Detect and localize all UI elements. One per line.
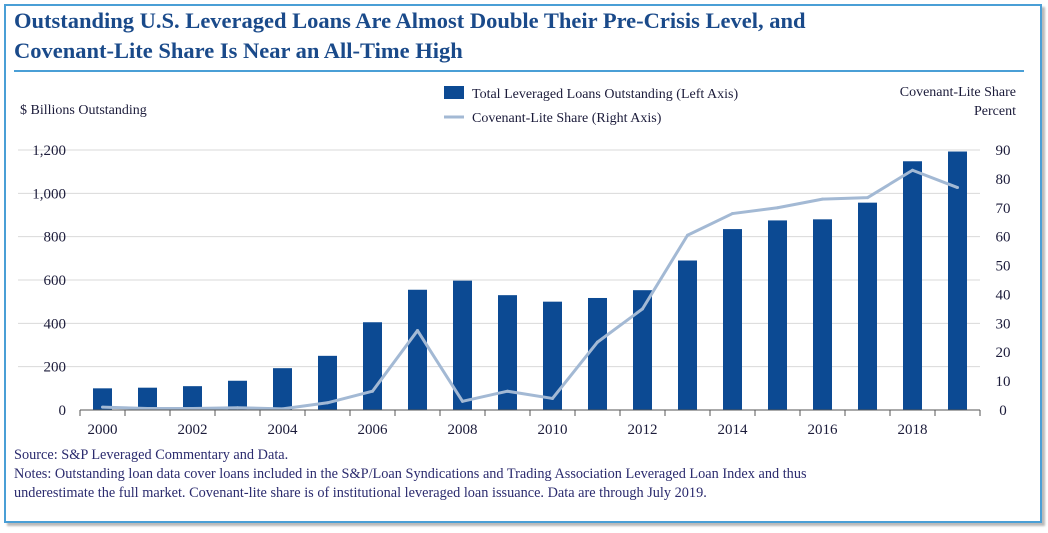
bar-2010 [543,301,562,410]
bar-2001 [138,387,157,410]
line-point-2018 [911,168,914,172]
line-point-2007 [416,329,419,333]
bar-2006 [363,322,382,410]
bar-2004 [273,368,292,410]
line-point-2005 [326,401,329,405]
left-tick-label: 600 [44,273,67,289]
covenant-lite-line [102,168,959,411]
x-tick-label: 2012 [628,422,658,438]
x-tick-label: 2008 [448,422,478,438]
line-point-2002 [191,407,194,411]
left-tick-label: 800 [44,230,67,246]
line-point-2016 [821,197,824,201]
line-point-2006 [371,389,374,393]
legend-line-label: Covenant-Lite Share (Right Axis) [472,111,662,126]
line-point-2003 [236,406,239,410]
x-tick-label: 2010 [538,422,568,438]
chart-title-line-1: Outstanding U.S. Leveraged Loans Are Alm… [14,8,806,33]
right-tick-label: 90 [996,143,1011,159]
left-tick-label: 0 [59,403,67,419]
x-tick-label: 2018 [898,422,928,438]
right-tick-label: 20 [996,345,1011,361]
x-tick-label: 2014 [718,422,749,438]
right-tick-label: 80 [996,172,1011,188]
x-tick-label: 2006 [358,422,389,438]
title-divider [14,70,1024,72]
right-tick-label: 70 [996,201,1011,217]
right-tick-label: 0 [999,403,1007,419]
line-point-2015 [776,206,779,210]
line-point-2014 [731,212,734,216]
bar-2012 [633,290,652,410]
right-tick-label: 50 [996,259,1011,275]
x-tick-label: 2016 [808,422,839,438]
source-note: Source: S&P Leveraged Commentary and Dat… [14,447,289,463]
line-point-2011 [596,340,599,344]
bar-2005 [318,355,337,410]
notes-line-2: underestimate the full market. Covenant-… [14,485,707,501]
legend-bar-swatch [444,86,464,99]
line-point-2000 [101,405,104,409]
bar-2011 [588,297,607,410]
right-tick-label: 60 [996,230,1011,246]
x-tick-label: 2004 [268,422,299,438]
bar-2008 [453,280,472,410]
line-point-2010 [551,396,554,400]
bar-2007 [408,289,427,410]
line-point-2001 [146,407,149,411]
legend-bar-label: Total Leveraged Loans Outstanding (Left … [472,87,738,102]
bar-2014 [723,229,742,410]
bar-2009 [498,295,517,410]
x-tick-label: 2000 [88,422,118,438]
x-tick-label: 2002 [178,422,208,438]
right-tick-label: 40 [996,287,1011,303]
line-point-2008 [461,399,464,403]
bar-2000 [93,388,112,410]
bar-2017 [858,202,877,410]
notes-line-1: Notes: Outstanding loan data cover loans… [14,466,807,482]
chart-title-line-2: Covenant-Lite Share Is Near an All-Time … [14,38,463,63]
right-tick-label: 30 [996,316,1011,332]
chart-title: Outstanding U.S. Leveraged Loans Are Alm… [14,6,1014,66]
bar-2013 [678,260,697,410]
line-point-2017 [866,196,869,200]
left-tick-label: 1,000 [32,186,66,202]
legend: Total Leveraged Loans Outstanding (Left … [444,86,738,126]
bar-2002 [183,386,202,410]
left-tick-label: 1,200 [32,143,66,159]
bar-2018 [903,161,922,410]
bar-2016 [813,219,832,410]
line-point-2012 [641,307,644,311]
right-axis-label-line-1: Covenant-Lite Share [900,85,1016,100]
left-tick-label: 200 [44,360,67,376]
bar-2003 [228,380,247,410]
right-tick-label: 10 [996,374,1011,390]
footer-notes: Source: S&P Leveraged Commentary and Dat… [14,446,1029,503]
left-axis-label: $ Billions Outstanding [20,103,147,118]
bar-2019 [948,151,967,410]
line-point-2019 [956,186,959,190]
left-tick-label: 400 [44,316,67,332]
bar-2015 [768,220,787,410]
line-point-2009 [506,389,509,393]
right-axis-label-line-2: Percent [974,104,1016,119]
line-point-2013 [686,233,689,237]
